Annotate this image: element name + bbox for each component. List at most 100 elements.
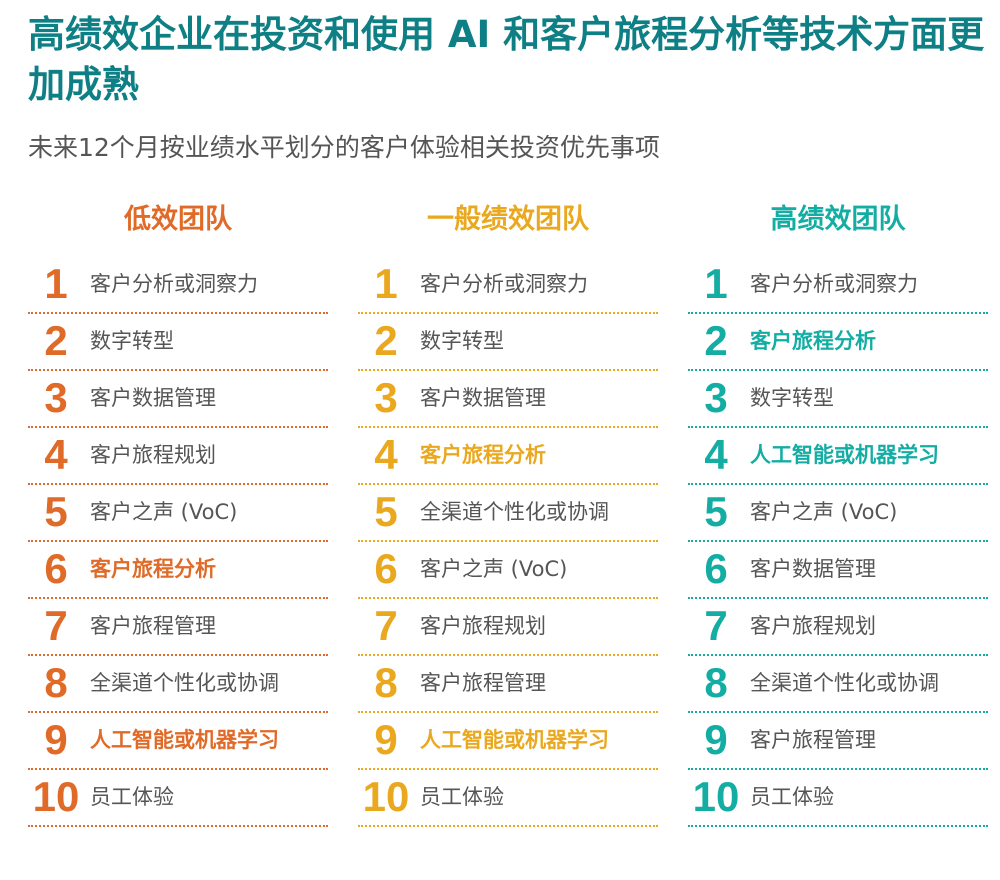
rank-number: 5 [44, 488, 68, 535]
list-item: 2 客户旅程分析 [688, 314, 988, 371]
item-label: 全渠道个性化或协调 [90, 671, 279, 695]
item-label: 客户旅程规划 [90, 443, 216, 467]
list-item: 8 全渠道个性化或协调 [28, 656, 328, 713]
rank-number: 6 [44, 545, 68, 592]
rank-number: 1 [704, 260, 728, 307]
list-item: 7 客户旅程规划 [688, 599, 988, 656]
item-label: 客户旅程管理 [90, 614, 216, 638]
item-label: 客户数据管理 [90, 386, 216, 410]
rank-number: 3 [44, 374, 68, 421]
rank-number: 6 [374, 545, 398, 592]
ranked-list: 1 客户分析或洞察力 2 客户旅程分析 3 数字转型 4 人工智能或机器学习 5 客户之声 (Vo… [688, 257, 988, 827]
rank-number: 1 [374, 260, 398, 307]
rank-number: 8 [374, 659, 398, 706]
rank-number: 9 [704, 716, 728, 763]
item-label: 人工智能或机器学习 [750, 443, 939, 467]
list-item: 6 客户之声 (VoC) [358, 542, 658, 599]
list-item: 6 客户旅程分析 [28, 542, 328, 599]
rank-number: 5 [374, 488, 398, 535]
item-label: 员工体验 [750, 785, 834, 809]
rank-number: 10 [32, 773, 80, 820]
list-item: 1 客户分析或洞察力 [358, 257, 658, 314]
rank-number: 8 [704, 659, 728, 706]
item-label: 数字转型 [750, 386, 834, 410]
item-label: 客户分析或洞察力 [420, 272, 588, 296]
rank-number: 7 [704, 602, 728, 649]
list-item: 1 客户分析或洞察力 [28, 257, 328, 314]
rank-number: 9 [374, 716, 398, 763]
list-item: 3 客户数据管理 [358, 371, 658, 428]
list-item: 10 员工体验 [688, 770, 988, 827]
list-item: 8 全渠道个性化或协调 [688, 656, 988, 713]
column-heading: 一般绩效团队 [427, 204, 589, 235]
rank-number: 6 [704, 545, 728, 592]
rank-number: 3 [374, 374, 398, 421]
rank-number: 10 [692, 773, 740, 820]
column-low-performers: 低效团队 1 客户分析或洞察力 2 数字转型 3 客户数据管理 4 客户旅程规划 5 客户之声 (… [28, 195, 328, 827]
rank-number: 10 [362, 773, 410, 820]
item-label: 数字转型 [420, 329, 504, 353]
list-item: 2 数字转型 [28, 314, 328, 371]
item-label: 员工体验 [420, 785, 504, 809]
item-label: 客户分析或洞察力 [90, 272, 258, 296]
item-label: 客户数据管理 [750, 557, 876, 581]
item-label: 客户之声 (VoC) [750, 500, 898, 524]
item-label: 员工体验 [90, 785, 174, 809]
rank-number: 2 [44, 317, 68, 364]
list-item: 7 客户旅程管理 [28, 599, 328, 656]
item-label: 数字转型 [90, 329, 174, 353]
item-label: 全渠道个性化或协调 [750, 671, 939, 695]
column-heading: 高绩效团队 [770, 204, 906, 235]
rank-number: 4 [704, 431, 728, 478]
rank-number: 4 [374, 431, 398, 478]
rank-number: 2 [704, 317, 728, 364]
rank-number: 3 [704, 374, 728, 421]
column-average-performers: 一般绩效团队 1 客户分析或洞察力 2 数字转型 3 客户数据管理 4 客户旅程分析 5 全渠道个… [358, 195, 658, 827]
list-item: 9 人工智能或机器学习 [28, 713, 328, 770]
item-label: 人工智能或机器学习 [420, 728, 609, 752]
item-label: 客户旅程管理 [750, 728, 876, 752]
list-item: 2 数字转型 [358, 314, 658, 371]
column-heading: 低效团队 [124, 204, 232, 235]
item-label: 客户旅程规划 [750, 614, 876, 638]
list-item: 4 客户旅程分析 [358, 428, 658, 485]
item-label: 客户之声 (VoC) [90, 500, 238, 524]
list-item: 9 客户旅程管理 [688, 713, 988, 770]
rank-number: 9 [44, 716, 68, 763]
rank-number: 7 [374, 602, 398, 649]
list-item: 8 客户旅程管理 [358, 656, 658, 713]
item-label: 客户之声 (VoC) [420, 557, 568, 581]
list-item: 6 客户数据管理 [688, 542, 988, 599]
item-label: 客户旅程分析 [750, 329, 876, 353]
rank-number: 4 [44, 431, 68, 478]
rank-number: 5 [704, 488, 728, 535]
item-label: 客户数据管理 [420, 386, 546, 410]
page-subtitle: 未来12个月按业绩水平划分的客户体验相关投资优先事项 [28, 133, 660, 162]
list-item: 10 员工体验 [28, 770, 328, 827]
item-label: 客户旅程分析 [420, 443, 546, 467]
list-item: 1 客户分析或洞察力 [688, 257, 988, 314]
column-high-performers: 高绩效团队 1 客户分析或洞察力 2 客户旅程分析 3 数字转型 4 人工智能或机器学习 5 客户… [688, 195, 988, 827]
list-item: 7 客户旅程规划 [358, 599, 658, 656]
list-item: 5 客户之声 (VoC) [688, 485, 988, 542]
item-label: 客户分析或洞察力 [750, 272, 918, 296]
list-item: 9 人工智能或机器学习 [358, 713, 658, 770]
list-item: 4 人工智能或机器学习 [688, 428, 988, 485]
rank-number: 8 [44, 659, 68, 706]
item-label: 客户旅程分析 [90, 557, 216, 581]
item-label: 客户旅程管理 [420, 671, 546, 695]
ranked-list: 1 客户分析或洞察力 2 数字转型 3 客户数据管理 4 客户旅程分析 5 全渠道个性化或协调 6 客… [358, 257, 658, 827]
list-item: 3 数字转型 [688, 371, 988, 428]
rank-number: 7 [44, 602, 68, 649]
ranked-list: 1 客户分析或洞察力 2 数字转型 3 客户数据管理 4 客户旅程规划 5 客户之声 (VoC) 6… [28, 257, 328, 827]
page-title: 高绩效企业在投资和使用 AI 和客户旅程分析等技术方面更加成熟 [28, 13, 985, 106]
rank-number: 2 [374, 317, 398, 364]
list-item: 3 客户数据管理 [28, 371, 328, 428]
rank-number: 1 [44, 260, 68, 307]
item-label: 人工智能或机器学习 [90, 728, 279, 752]
list-item: 5 全渠道个性化或协调 [358, 485, 658, 542]
item-label: 客户旅程规划 [420, 614, 546, 638]
list-item: 4 客户旅程规划 [28, 428, 328, 485]
list-item: 5 客户之声 (VoC) [28, 485, 328, 542]
item-label: 全渠道个性化或协调 [420, 500, 609, 524]
